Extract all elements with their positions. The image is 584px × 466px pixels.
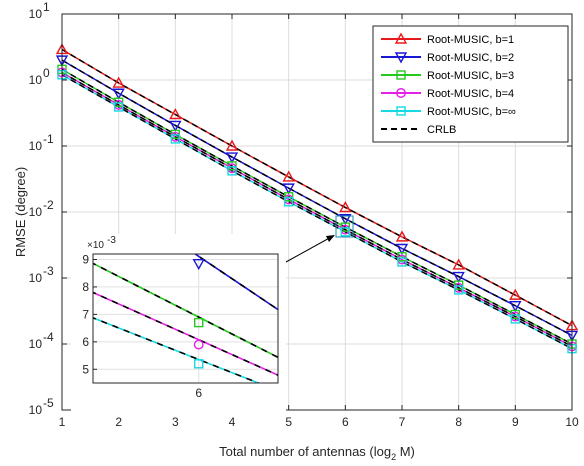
legend-marker — [396, 88, 406, 98]
inset-frame — [92, 253, 279, 384]
x-tick-label: 6 — [342, 415, 349, 429]
inset-x-tick-label: 6 — [195, 386, 202, 400]
x-tick-label: 2 — [115, 415, 122, 429]
y-tick-label: 10 — [29, 337, 43, 351]
y-tick-exponent: -4 — [43, 330, 54, 344]
x-axis-label-end: M) — [396, 444, 415, 459]
inset-series-line — [193, 254, 278, 311]
data-point — [509, 288, 522, 300]
crlb-line — [61, 68, 573, 345]
legend-marker — [396, 70, 406, 80]
y-tick-exponent: -5 — [43, 396, 54, 410]
data-point — [283, 197, 294, 207]
y-tick-exponent: -3 — [43, 264, 54, 278]
inset-background — [71, 234, 286, 413]
crlb-line — [61, 48, 573, 327]
x-tick-label: 9 — [512, 415, 519, 429]
series-markers — [57, 70, 577, 354]
y-tick-label: 10 — [29, 205, 43, 219]
series-layer — [55, 43, 579, 354]
crlb-line — [61, 74, 573, 350]
zoom-region-box — [335, 215, 354, 238]
inset-marker — [194, 359, 204, 369]
zoom-arrow-line — [285, 235, 334, 263]
inset-crlb-line — [93, 291, 278, 376]
y-tick-label: 10 — [29, 73, 43, 87]
x-tick-label: 4 — [229, 415, 236, 429]
data-point — [395, 243, 409, 255]
inset-crlb-line — [93, 317, 261, 383]
inset-y-tick-label: 5 — [82, 362, 89, 376]
data-point — [169, 120, 182, 132]
data-point — [282, 170, 295, 182]
data-point — [452, 271, 465, 284]
data-point — [112, 88, 125, 100]
x-axis-label: Total number of antennas (log2 M) — [219, 444, 415, 462]
crlb-line — [61, 59, 573, 337]
series-markers — [55, 43, 579, 331]
legend-label: Root-MUSIC, b=1 — [427, 34, 514, 46]
x-tick-label: 5 — [285, 415, 292, 429]
legend-box — [372, 25, 569, 143]
y-tick-label: 10 — [29, 139, 43, 153]
inset-multiplier-exponent: -3 — [107, 235, 116, 246]
legend-marker — [396, 106, 406, 116]
inset-marker — [194, 317, 204, 328]
y-tick-exponent: -2 — [43, 198, 54, 212]
data-point — [169, 108, 182, 120]
inset-y-tick-label: 6 — [82, 335, 89, 349]
inset-crlb-line — [93, 262, 278, 359]
y-tick-exponent: 1 — [43, 0, 50, 14]
data-point — [340, 227, 351, 237]
zoom-arrow-head — [326, 235, 335, 242]
legend-label: Root-MUSIC, b=4 — [427, 88, 514, 100]
inset-y-tick-label: 7 — [82, 307, 89, 321]
legend: Root-MUSIC, b=1 Root-MUSIC, b=2 Root-MUSIC… — [372, 25, 569, 143]
inset-zoom: 5 6 7 8 9 6 ×10 -3 — [71, 234, 286, 413]
legend-marker — [394, 52, 408, 64]
x-tick-label: 7 — [399, 415, 406, 429]
crlb-line — [61, 71, 573, 348]
x-tick-label: 8 — [455, 415, 462, 429]
data-point — [225, 152, 239, 164]
y-tick-label: 10 — [29, 271, 43, 285]
legend-label: Root-MUSIC, b=∞ — [427, 106, 516, 118]
data-point — [170, 134, 181, 144]
data-point — [282, 183, 295, 195]
x-tick-label: 1 — [59, 415, 66, 429]
data-point — [339, 201, 352, 213]
inset-y-tick-label: 9 — [82, 252, 89, 266]
legend-label: CRLB — [427, 124, 456, 136]
x-tick-label: 3 — [172, 415, 179, 429]
series-crlb — [61, 48, 573, 350]
data-point — [113, 102, 124, 112]
data-point — [112, 76, 125, 88]
x-tick-label: 10 — [565, 415, 579, 429]
data-point — [227, 166, 237, 176]
legend-label: Root-MUSIC, b=3 — [427, 70, 514, 82]
data-point — [339, 214, 352, 226]
data-point — [509, 301, 522, 313]
inset-multiplier: ×10 — [87, 240, 104, 251]
data-point — [395, 230, 409, 242]
data-point — [225, 139, 239, 151]
data-point — [397, 257, 407, 267]
inset-marker — [193, 339, 204, 350]
y-axis-label: RMSE (degree) — [13, 167, 28, 257]
data-point — [453, 285, 464, 295]
y-tick-exponent: -1 — [43, 132, 54, 146]
y-tick-label: 10 — [29, 7, 43, 21]
legend-label: Root-MUSIC, b=2 — [427, 52, 514, 64]
x-axis-label-subscript: 2 — [391, 452, 396, 462]
y-tick-label: 10 — [29, 403, 43, 417]
y-tick-exponent: 0 — [43, 66, 50, 80]
data-point — [510, 314, 521, 324]
inset-lines — [93, 254, 278, 383]
inset-marker — [192, 258, 205, 271]
inset-y-tick-label: 8 — [82, 280, 89, 294]
legend-marker — [394, 32, 408, 44]
data-point — [452, 258, 465, 270]
